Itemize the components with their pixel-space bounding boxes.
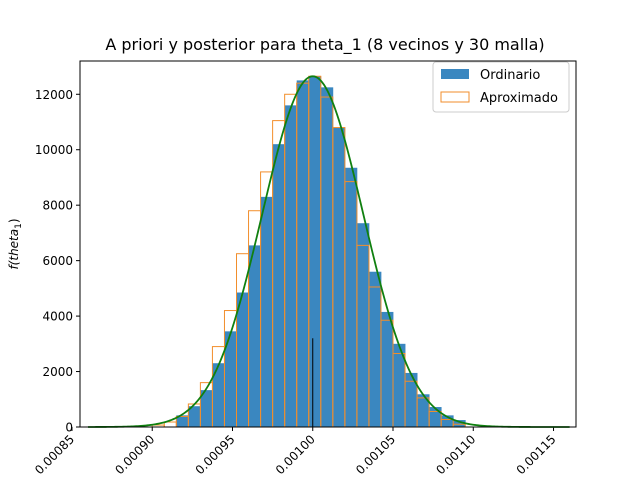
ordinario-bar — [272, 144, 286, 427]
ordinario-bar — [212, 363, 225, 427]
ordinario-bar — [368, 271, 382, 427]
ordinario-bar — [224, 331, 237, 427]
ordinario-bar — [188, 406, 201, 427]
ordinario-bar — [320, 87, 334, 427]
y-tick-label: 6000 — [42, 254, 73, 268]
ordinario-bar — [236, 292, 249, 427]
ordinario-bar — [405, 372, 418, 427]
y-axis-label-base: f(theta — [7, 229, 21, 270]
ordinario-bar — [296, 80, 310, 427]
y-tick-label: 4000 — [42, 310, 73, 324]
ordinario-bar — [260, 196, 274, 427]
y-axis-ticks: 0 2000 4000 6000 8000 10000 12000 — [35, 88, 80, 435]
ordinario-bar — [417, 394, 430, 427]
plot-frame — [79, 60, 577, 428]
y-tick-label: 2000 — [42, 365, 73, 379]
legend-swatch-ordinario — [441, 69, 469, 79]
y-axis-label-subscript: 1 — [14, 223, 24, 229]
legend-swatch-aproximado — [440, 91, 470, 103]
ordinario-bar — [248, 245, 261, 427]
y-tick-label: 8000 — [42, 199, 73, 213]
ordinario-bar — [453, 420, 466, 427]
ordinario-bars — [176, 76, 466, 427]
ordinario-bar — [200, 390, 213, 427]
y-tick-label: 12000 — [35, 88, 73, 102]
legend: Ordinario Aproximado — [432, 61, 570, 113]
ordinario-bar — [356, 223, 370, 427]
ordinario-bar — [393, 343, 406, 427]
chart-title: A priori y posterior para theta_1 (8 vec… — [105, 35, 544, 55]
ordinario-bar — [284, 105, 298, 427]
legend-label-aproximado: Aproximado — [480, 91, 558, 106]
ordinario-bar — [441, 415, 454, 427]
ordinario-bar — [429, 407, 442, 427]
ordinario-bar — [380, 311, 394, 427]
ordinario-bar — [176, 415, 189, 427]
y-axis-label-close: ) — [7, 218, 21, 223]
ordinario-bar — [344, 167, 358, 427]
density-curve-group — [88, 75, 570, 428]
ordinario-bar — [332, 127, 346, 427]
density-curve — [88, 75, 570, 428]
ordinario-bar — [308, 76, 322, 427]
y-axis-label: f(theta1) — [7, 218, 24, 269]
y-tick-label: 0 — [65, 421, 73, 435]
y-tick-label: 10000 — [35, 143, 73, 157]
legend-label-ordinario: Ordinario — [480, 68, 540, 83]
